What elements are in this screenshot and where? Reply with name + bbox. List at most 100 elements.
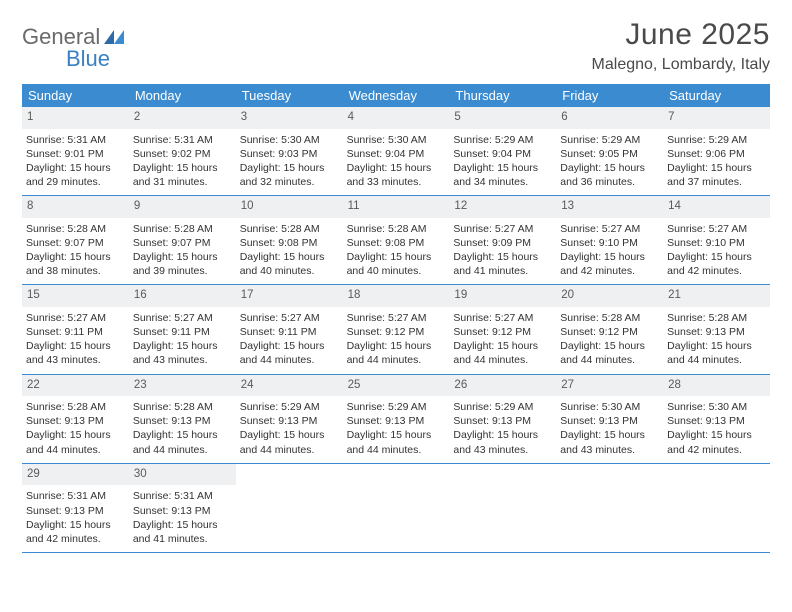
sunset-text: Sunset: 9:13 PM	[453, 414, 552, 428]
day-cell: 1Sunrise: 5:31 AMSunset: 9:01 PMDaylight…	[22, 107, 129, 195]
sunset-text: Sunset: 9:12 PM	[347, 325, 446, 339]
day-number: 28	[663, 375, 770, 397]
sunset-text: Sunset: 9:13 PM	[26, 504, 125, 518]
day-cell: 19Sunrise: 5:27 AMSunset: 9:12 PMDayligh…	[449, 285, 556, 373]
sunset-text: Sunset: 9:13 PM	[667, 414, 766, 428]
day-number: 22	[22, 375, 129, 397]
weekday-sunday: Sunday	[22, 84, 129, 107]
header: General Blue June 2025 Malegno, Lombardy…	[22, 18, 770, 74]
sunrise-text: Sunrise: 5:27 AM	[240, 311, 339, 325]
day-cell: 25Sunrise: 5:29 AMSunset: 9:13 PMDayligh…	[343, 375, 450, 463]
day-cell: 4Sunrise: 5:30 AMSunset: 9:04 PMDaylight…	[343, 107, 450, 195]
sunset-text: Sunset: 9:04 PM	[347, 147, 446, 161]
sunrise-text: Sunrise: 5:31 AM	[133, 133, 232, 147]
day-number: 9	[129, 196, 236, 218]
daylight-text: Daylight: 15 hours and 42 minutes.	[667, 428, 766, 456]
day-number: 11	[343, 196, 450, 218]
day-number: 7	[663, 107, 770, 129]
sunrise-text: Sunrise: 5:29 AM	[667, 133, 766, 147]
day-cell: 28 Sunrise: 5:30 AMSunset: 9:13 PMDayligh…	[663, 375, 770, 463]
day-cell: 18Sunrise: 5:27 AMSunset: 9:12 PMDayligh…	[343, 285, 450, 373]
daylight-text: Daylight: 15 hours and 40 minutes.	[347, 250, 446, 278]
day-number: 17	[236, 285, 343, 307]
sunset-text: Sunset: 9:10 PM	[560, 236, 659, 250]
day-number: 26	[449, 375, 556, 397]
daylight-text: Daylight: 15 hours and 44 minutes.	[560, 339, 659, 367]
week-row: 15Sunrise: 5:27 AMSunset: 9:11 PMDayligh…	[22, 285, 770, 374]
sunrise-text: Sunrise: 5:30 AM	[667, 400, 766, 414]
day-number: 13	[556, 196, 663, 218]
day-number: 3	[236, 107, 343, 129]
sunrise-text: Sunrise: 5:28 AM	[667, 311, 766, 325]
daylight-text: Daylight: 15 hours and 44 minutes.	[133, 428, 232, 456]
weekday-tuesday: Tuesday	[236, 84, 343, 107]
sunrise-text: Sunrise: 5:30 AM	[560, 400, 659, 414]
day-number: 16	[129, 285, 236, 307]
week-row: 1Sunrise: 5:31 AMSunset: 9:01 PMDaylight…	[22, 107, 770, 196]
daylight-text: Daylight: 15 hours and 36 minutes.	[560, 161, 659, 189]
sunset-text: Sunset: 9:13 PM	[347, 414, 446, 428]
day-number: 24	[236, 375, 343, 397]
day-number: 2	[129, 107, 236, 129]
sunrise-text: Sunrise: 5:27 AM	[453, 311, 552, 325]
daylight-text: Daylight: 15 hours and 41 minutes.	[133, 518, 232, 546]
day-cell: 13 Sunrise: 5:27 AMSunset: 9:10 PMDayligh…	[556, 196, 663, 284]
day-cell: 21Sunrise: 5:28 AMSunset: 9:13 PMDayligh…	[663, 285, 770, 373]
title-block: June 2025 Malegno, Lombardy, Italy	[592, 18, 770, 74]
sunrise-text: Sunrise: 5:27 AM	[560, 222, 659, 236]
weekday-saturday: Saturday	[663, 84, 770, 107]
day-cell: 6Sunrise: 5:29 AMSunset: 9:05 PMDaylight…	[556, 107, 663, 195]
day-number: 15	[22, 285, 129, 307]
sunset-text: Sunset: 9:11 PM	[240, 325, 339, 339]
sunrise-text: Sunrise: 5:29 AM	[347, 400, 446, 414]
day-number: 12	[449, 196, 556, 218]
week-row: 8Sunrise: 5:28 AMSunset: 9:07 PMDaylight…	[22, 196, 770, 285]
daylight-text: Daylight: 15 hours and 31 minutes.	[133, 161, 232, 189]
sunset-text: Sunset: 9:08 PM	[240, 236, 339, 250]
empty-cell	[556, 464, 663, 552]
sunrise-text: Sunrise: 5:31 AM	[26, 133, 125, 147]
daylight-text: Daylight: 15 hours and 44 minutes.	[347, 428, 446, 456]
sunset-text: Sunset: 9:10 PM	[667, 236, 766, 250]
empty-cell	[343, 464, 450, 552]
sunset-text: Sunset: 9:11 PM	[133, 325, 232, 339]
daylight-text: Daylight: 15 hours and 44 minutes.	[453, 339, 552, 367]
logo: General Blue	[22, 24, 124, 50]
empty-cell	[663, 464, 770, 552]
sunset-text: Sunset: 9:13 PM	[133, 504, 232, 518]
sunset-text: Sunset: 9:07 PM	[26, 236, 125, 250]
weekday-thursday: Thursday	[449, 84, 556, 107]
weekday-friday: Friday	[556, 84, 663, 107]
day-cell: 16Sunrise: 5:27 AMSunset: 9:11 PMDayligh…	[129, 285, 236, 373]
sunset-text: Sunset: 9:06 PM	[667, 147, 766, 161]
sunset-text: Sunset: 9:12 PM	[560, 325, 659, 339]
sunrise-text: Sunrise: 5:27 AM	[667, 222, 766, 236]
daylight-text: Daylight: 15 hours and 44 minutes.	[240, 428, 339, 456]
week-row: 29Sunrise: 5:31 AMSunset: 9:13 PMDayligh…	[22, 464, 770, 553]
day-cell: 5Sunrise: 5:29 AMSunset: 9:04 PMDaylight…	[449, 107, 556, 195]
day-cell: 8Sunrise: 5:28 AMSunset: 9:07 PMDaylight…	[22, 196, 129, 284]
daylight-text: Daylight: 15 hours and 39 minutes.	[133, 250, 232, 278]
daylight-text: Daylight: 15 hours and 38 minutes.	[26, 250, 125, 278]
sunset-text: Sunset: 9:13 PM	[667, 325, 766, 339]
daylight-text: Daylight: 15 hours and 43 minutes.	[133, 339, 232, 367]
sunset-text: Sunset: 9:13 PM	[240, 414, 339, 428]
sunrise-text: Sunrise: 5:28 AM	[133, 400, 232, 414]
sunset-text: Sunset: 9:09 PM	[453, 236, 552, 250]
weekday-monday: Monday	[129, 84, 236, 107]
sunrise-text: Sunrise: 5:31 AM	[26, 489, 125, 503]
sunset-text: Sunset: 9:13 PM	[133, 414, 232, 428]
sunrise-text: Sunrise: 5:28 AM	[240, 222, 339, 236]
daylight-text: Daylight: 15 hours and 44 minutes.	[26, 428, 125, 456]
sunset-text: Sunset: 9:02 PM	[133, 147, 232, 161]
day-number: 14	[663, 196, 770, 218]
daylight-text: Daylight: 15 hours and 42 minutes.	[560, 250, 659, 278]
weekday-header: Sunday Monday Tuesday Wednesday Thursday…	[22, 84, 770, 107]
day-cell: 20Sunrise: 5:28 AMSunset: 9:12 PMDayligh…	[556, 285, 663, 373]
daylight-text: Daylight: 15 hours and 40 minutes.	[240, 250, 339, 278]
sunset-text: Sunset: 9:11 PM	[26, 325, 125, 339]
sunset-text: Sunset: 9:07 PM	[133, 236, 232, 250]
location: Malegno, Lombardy, Italy	[592, 56, 770, 74]
day-cell: 26Sunrise: 5:29 AMSunset: 9:13 PMDayligh…	[449, 375, 556, 463]
sunset-text: Sunset: 9:04 PM	[453, 147, 552, 161]
